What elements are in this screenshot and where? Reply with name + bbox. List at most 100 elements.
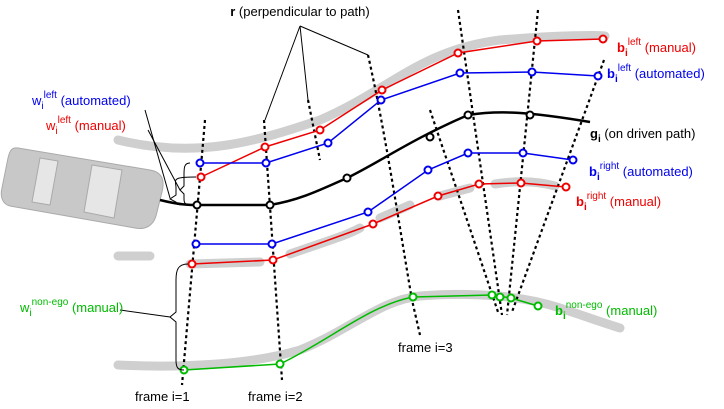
label: bileft (automated) — [607, 63, 705, 85]
label-sup: left — [58, 115, 72, 126]
point — [506, 293, 516, 303]
point — [598, 34, 608, 44]
point — [593, 71, 603, 81]
frame-line — [456, 9, 504, 316]
label-text: frame i=1 — [135, 389, 190, 404]
point — [196, 172, 206, 182]
point — [474, 179, 484, 189]
point — [425, 132, 435, 142]
label-base: r — [230, 4, 235, 19]
label-sup: non-ego — [566, 300, 603, 311]
point — [487, 290, 497, 300]
point — [453, 48, 463, 58]
point — [532, 36, 542, 46]
point — [376, 95, 386, 105]
road-edge — [113, 30, 610, 153]
point — [495, 292, 505, 302]
point — [195, 158, 205, 168]
point — [561, 182, 571, 192]
point — [192, 200, 202, 210]
frame-line — [306, 99, 322, 161]
point — [191, 239, 201, 249]
point — [516, 178, 526, 188]
pointer — [264, 25, 369, 121]
point — [463, 110, 473, 120]
point — [363, 207, 373, 217]
label-base: b — [589, 164, 597, 179]
point — [377, 85, 387, 95]
car — [0, 147, 164, 229]
label: frame i=1 — [135, 389, 190, 404]
label-text: frame i=2 — [248, 389, 303, 404]
label-text: (automated) — [57, 93, 131, 108]
points — [179, 34, 608, 375]
point — [323, 138, 333, 148]
point — [423, 165, 433, 175]
point — [261, 158, 271, 168]
label-sub: i — [563, 311, 566, 322]
label-sup: left — [44, 90, 58, 101]
road-edge — [113, 289, 625, 371]
label-text: (manual) — [68, 300, 123, 315]
point — [315, 125, 325, 135]
right-automated — [196, 152, 574, 245]
label-text: (manual) — [602, 303, 657, 318]
point — [463, 148, 473, 158]
label-base: g — [590, 126, 598, 141]
label-text: (perpendicular to path) — [235, 4, 369, 19]
label-text: (on driven path) — [601, 126, 696, 141]
frame-line — [428, 109, 500, 313]
label-base: b — [576, 194, 584, 209]
label: frame i=3 — [398, 340, 453, 355]
label-sub: i — [598, 134, 601, 145]
point — [568, 155, 578, 165]
point — [187, 259, 197, 269]
point — [533, 301, 543, 311]
label: wileft (manual) — [45, 115, 126, 137]
label: frame i=2 — [248, 389, 303, 404]
label: wileft (automated) — [31, 90, 131, 112]
label-sub: i — [625, 48, 628, 59]
label-sub: i — [584, 202, 587, 213]
point — [527, 67, 537, 77]
label-text: (manual) — [71, 118, 126, 133]
point — [455, 68, 465, 78]
label-sub: i — [29, 308, 31, 319]
point — [518, 148, 528, 158]
label-sub: i — [615, 74, 618, 85]
label-sup: left — [628, 37, 642, 48]
label-base: w — [31, 93, 42, 108]
label-sub: i — [55, 126, 57, 137]
label-base: b — [607, 66, 615, 81]
label: gi (on driven path) — [590, 126, 695, 145]
label-sup: left — [618, 63, 632, 74]
label-text: (automated) — [631, 66, 705, 81]
label-text: (manual) — [606, 194, 661, 209]
point — [433, 191, 443, 201]
label-sub: i — [41, 101, 43, 112]
label-base: b — [555, 303, 563, 318]
label-base: w — [19, 300, 30, 315]
point — [342, 173, 352, 183]
point — [268, 255, 278, 265]
label-sup: non-ego — [32, 297, 69, 308]
point — [368, 219, 378, 229]
label-base: w — [45, 118, 56, 133]
label: r (perpendicular to path) — [230, 4, 369, 19]
point — [265, 200, 275, 210]
brace — [119, 109, 197, 371]
label-text: frame i=3 — [398, 340, 453, 355]
label-text: (automated) — [619, 164, 693, 179]
point — [267, 239, 277, 249]
label: biright (manual) — [576, 191, 661, 213]
point — [408, 292, 418, 302]
label-base: b — [617, 40, 625, 55]
label-sup: right — [600, 161, 620, 172]
label-text: (manual) — [641, 40, 696, 55]
point — [260, 142, 270, 152]
point — [525, 110, 535, 120]
frame-line — [505, 9, 540, 316]
label-sub: i — [597, 172, 600, 183]
frame-line — [366, 54, 422, 336]
